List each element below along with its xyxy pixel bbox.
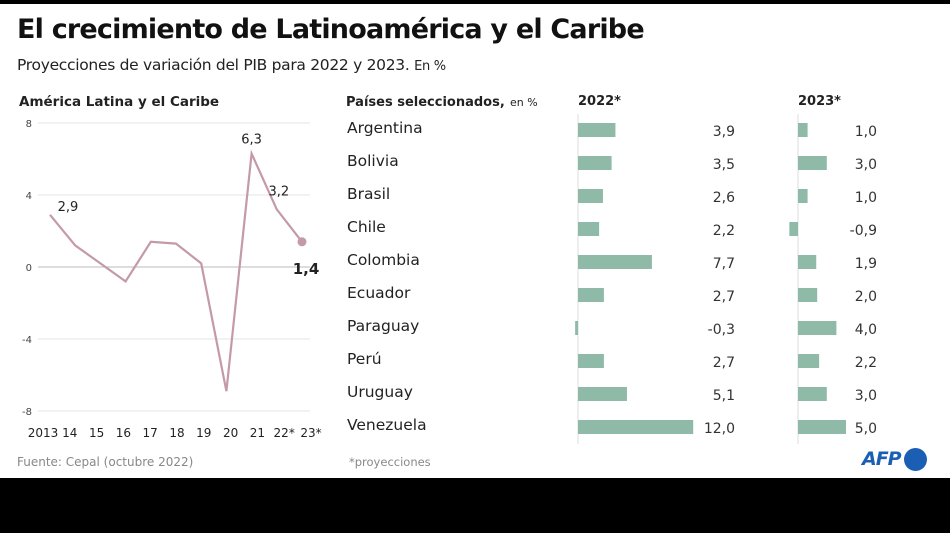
x-tick-label: 16: [116, 426, 131, 440]
x-tick-label: 18: [169, 426, 184, 440]
bar-value-label: 2,0: [855, 289, 877, 305]
bar-value-label: 1,0: [855, 190, 877, 206]
bar-value-label: 4,0: [855, 322, 877, 338]
category-label: Brasil: [347, 185, 390, 203]
source-note: Fuente: Cepal (octubre 2022): [17, 455, 194, 469]
afp-logo: AFP: [862, 447, 927, 471]
category-label: Venezuela: [347, 416, 427, 434]
bar-chart-title: Países seleccionados,: [346, 95, 505, 110]
bar-value-label: 12,0: [704, 421, 735, 437]
bar-value-label: 2,7: [713, 355, 735, 371]
gdp-line: [49, 149, 303, 392]
bar-value-label: 3,5: [713, 157, 735, 173]
series-header: 2022*: [578, 94, 621, 109]
data-label: 1,4: [293, 260, 320, 278]
bar: [798, 288, 818, 302]
bar: [798, 255, 817, 269]
bar-value-label: 5,1: [713, 388, 735, 404]
bar-value-label: -0,3: [708, 322, 735, 338]
afp-logo-text: AFP: [862, 448, 902, 470]
bar: [578, 156, 612, 170]
bar-value-label: 7,7: [713, 256, 735, 272]
bar: [789, 222, 798, 236]
category-label: Argentina: [347, 119, 423, 137]
bar-value-label: 3,0: [855, 388, 877, 404]
x-tick-label: 23*: [300, 426, 321, 440]
y-tick-label: 8: [26, 119, 32, 130]
bar-value-label: 1,0: [855, 124, 877, 140]
bar-value-label: 2,7: [713, 289, 735, 305]
category-label: Uruguay: [347, 383, 413, 401]
bar: [578, 222, 600, 236]
x-tick-label: 15: [89, 426, 104, 440]
bar-value-label: 5,0: [855, 421, 877, 437]
x-tick-label: 21: [250, 426, 265, 440]
subtitle-unit: En %: [414, 59, 446, 74]
bar-value-label: 2,6: [713, 190, 735, 206]
bar: [578, 189, 603, 203]
footnote: *proyecciones: [349, 455, 431, 469]
series-header: 2023*: [798, 94, 841, 109]
chart-subtitle: Proyecciones de variación del PIB para 2…: [17, 56, 446, 74]
bar: [798, 321, 837, 335]
category-label: Colombia: [347, 251, 420, 269]
last-point-marker: [297, 237, 307, 247]
line-chart-title: América Latina y el Caribe: [19, 94, 219, 110]
bar-value-label: 2,2: [713, 223, 735, 239]
bar: [578, 387, 627, 401]
data-label: 6,3: [241, 133, 262, 148]
bar: [575, 321, 578, 335]
data-label: 2,9: [58, 200, 79, 215]
bar: [578, 123, 616, 137]
bar: [578, 354, 604, 368]
bar: [578, 288, 604, 302]
x-tick-label: 19: [196, 426, 211, 440]
bar-value-label: 3,9: [713, 124, 735, 140]
bar: [578, 420, 694, 434]
x-tick-label: 22*: [274, 426, 295, 440]
y-tick-label: -8: [22, 407, 32, 418]
bar: [798, 156, 827, 170]
chart-svg: América Latina y el Caribe 8 4 0 -4 -8 2013 14 1…: [19, 94, 877, 444]
x-tick-label: 17: [143, 426, 158, 440]
x-tick-label: 14: [62, 426, 77, 440]
category-label: Bolivia: [347, 152, 399, 170]
x-tick-label: 20: [223, 426, 238, 440]
bar: [798, 420, 846, 434]
afp-logo-dot-icon: [903, 447, 927, 471]
x-tick-label: 2013: [28, 426, 59, 440]
subtitle-text: Proyecciones de variación del PIB para 2…: [17, 56, 410, 74]
chart-title: El crecimiento de Latinoamérica y el Car…: [17, 14, 645, 45]
category-label: Perú: [347, 350, 382, 368]
category-label: Chile: [347, 218, 386, 236]
y-tick-label: 0: [26, 263, 32, 274]
bar-value-label: 1,9: [855, 256, 877, 272]
bar-chart-unit: en %: [510, 96, 538, 109]
bar-value-label: 3,0: [855, 157, 877, 173]
bar: [798, 354, 820, 368]
bar: [798, 123, 808, 137]
bar-value-label: -0,9: [850, 223, 877, 239]
data-label: 3,2: [268, 184, 289, 199]
category-label: Paraguay: [347, 317, 419, 335]
bar: [798, 189, 808, 203]
bar: [578, 255, 652, 269]
bar-value-label: 2,2: [855, 355, 877, 371]
y-tick-label: 4: [26, 191, 32, 202]
infographic: El crecimiento de Latinoamérica y el Car…: [0, 4, 950, 478]
bar: [798, 387, 827, 401]
category-label: Ecuador: [347, 284, 411, 302]
y-tick-label: -4: [22, 335, 32, 346]
